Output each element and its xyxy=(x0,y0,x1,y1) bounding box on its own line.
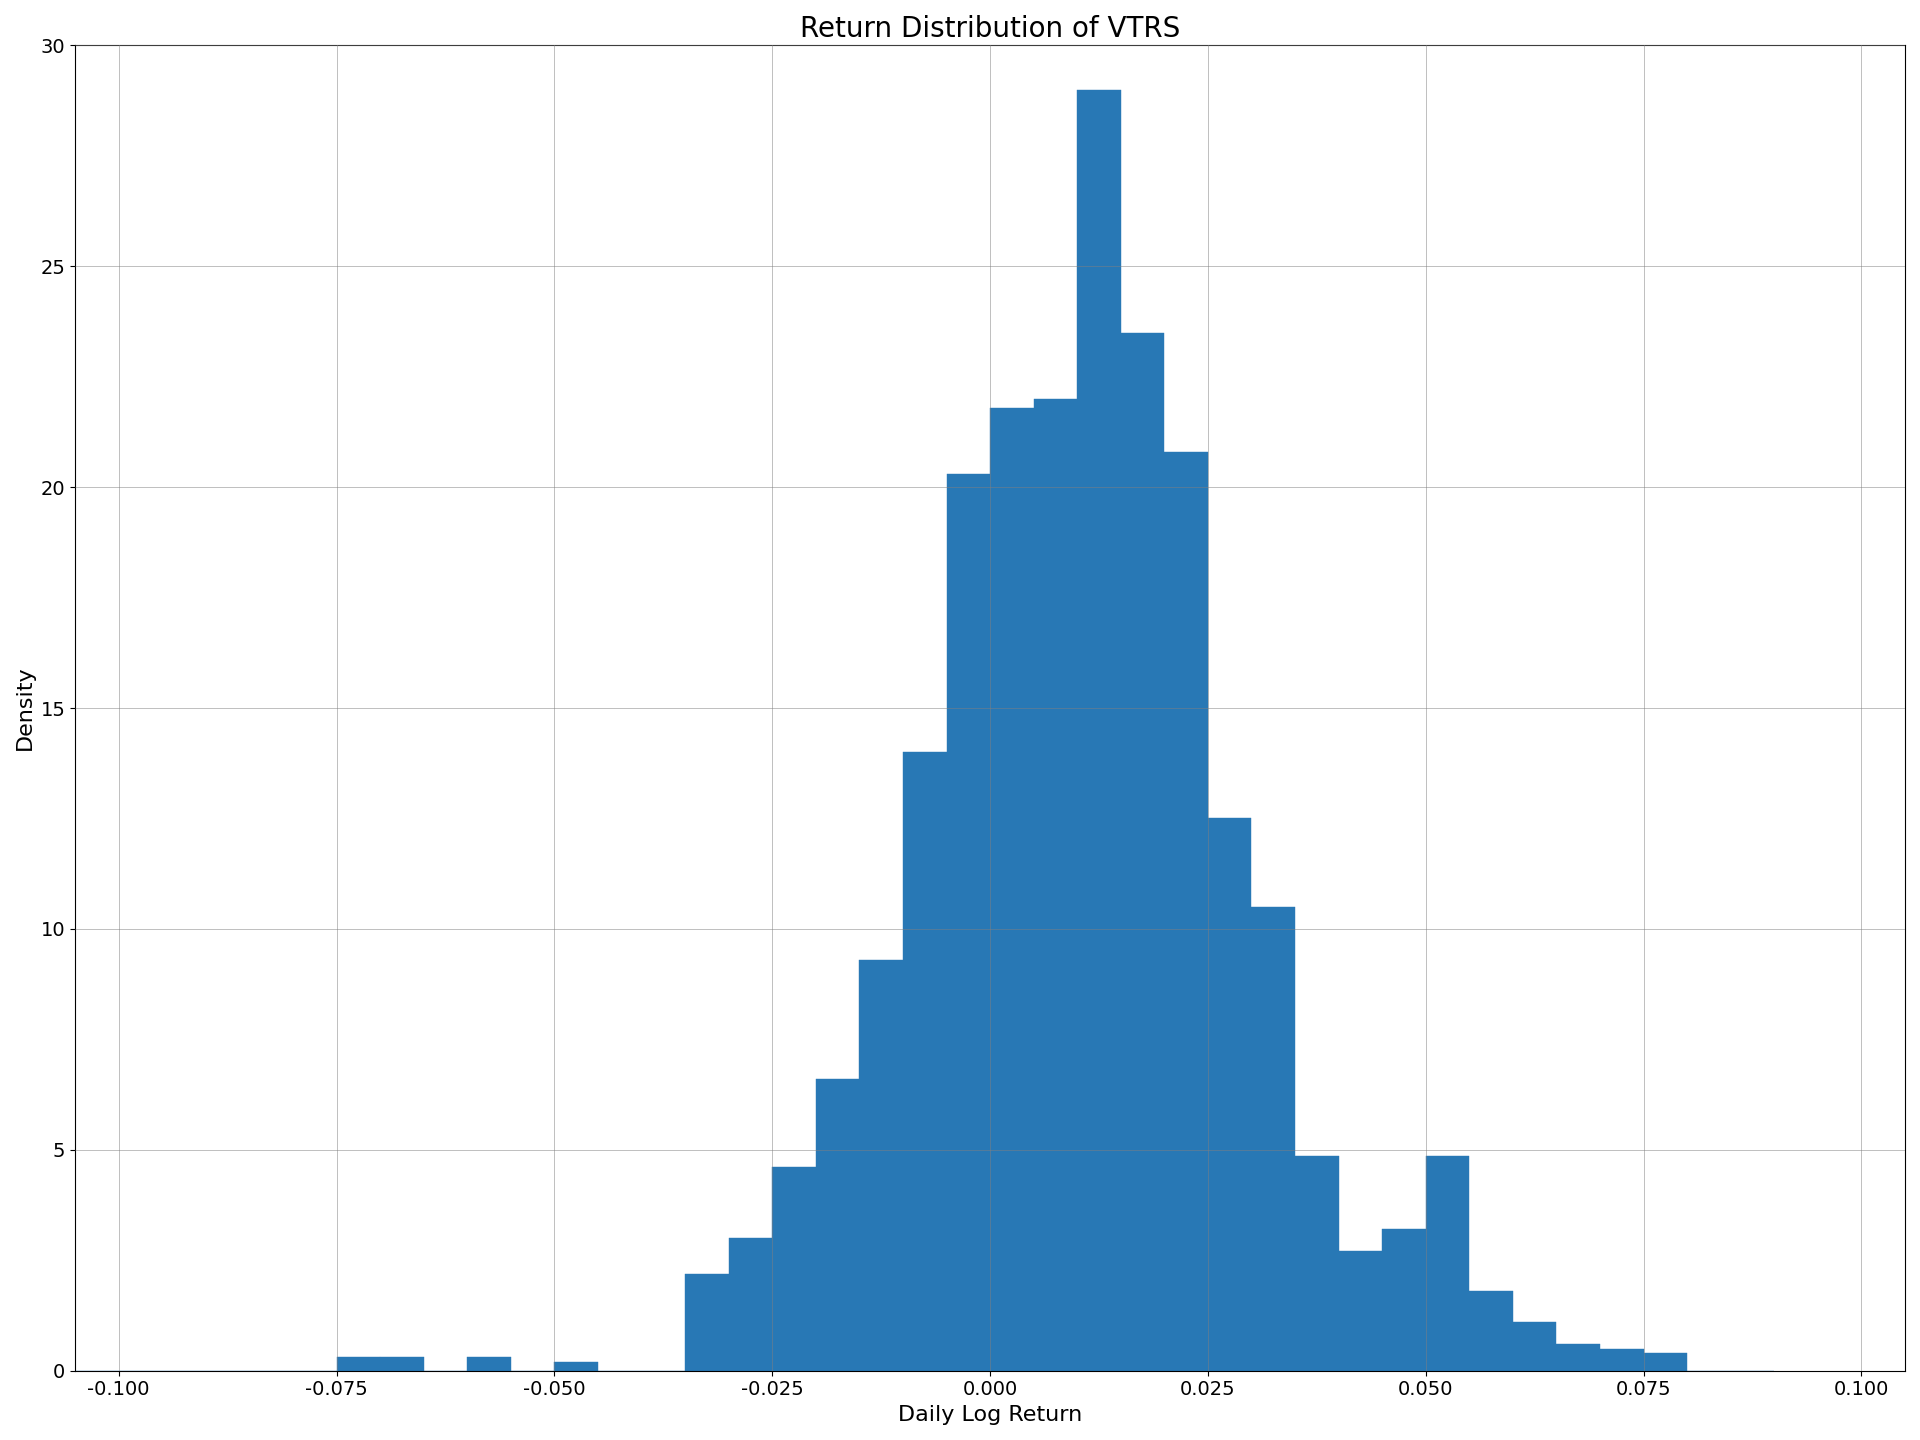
Bar xyxy=(1033,399,1077,1371)
Bar xyxy=(1252,907,1296,1371)
Bar xyxy=(336,1358,380,1371)
Bar xyxy=(555,1362,597,1371)
Bar xyxy=(1077,89,1121,1371)
Bar xyxy=(1557,1344,1599,1371)
Bar xyxy=(685,1273,730,1371)
Bar xyxy=(860,960,902,1371)
Bar xyxy=(816,1079,860,1371)
Bar xyxy=(1338,1251,1382,1371)
Bar xyxy=(1644,1354,1688,1371)
Bar xyxy=(1599,1349,1644,1371)
Bar xyxy=(380,1358,424,1371)
Bar xyxy=(1164,452,1208,1371)
Bar xyxy=(1121,333,1164,1371)
Bar xyxy=(1469,1292,1513,1371)
Bar xyxy=(1208,818,1252,1371)
Bar xyxy=(991,408,1033,1371)
Bar xyxy=(1382,1230,1427,1371)
Title: Return Distribution of VTRS: Return Distribution of VTRS xyxy=(801,14,1181,43)
Bar xyxy=(1513,1322,1557,1371)
Bar xyxy=(1427,1156,1469,1371)
Y-axis label: Density: Density xyxy=(15,665,35,750)
Bar xyxy=(902,752,947,1371)
Bar xyxy=(730,1238,772,1371)
Bar xyxy=(772,1168,816,1371)
Bar xyxy=(467,1358,511,1371)
Bar xyxy=(947,474,991,1371)
Bar xyxy=(1296,1156,1338,1371)
X-axis label: Daily Log Return: Daily Log Return xyxy=(899,1405,1083,1426)
